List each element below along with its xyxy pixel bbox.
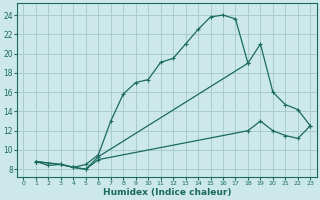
- X-axis label: Humidex (Indice chaleur): Humidex (Indice chaleur): [103, 188, 231, 197]
